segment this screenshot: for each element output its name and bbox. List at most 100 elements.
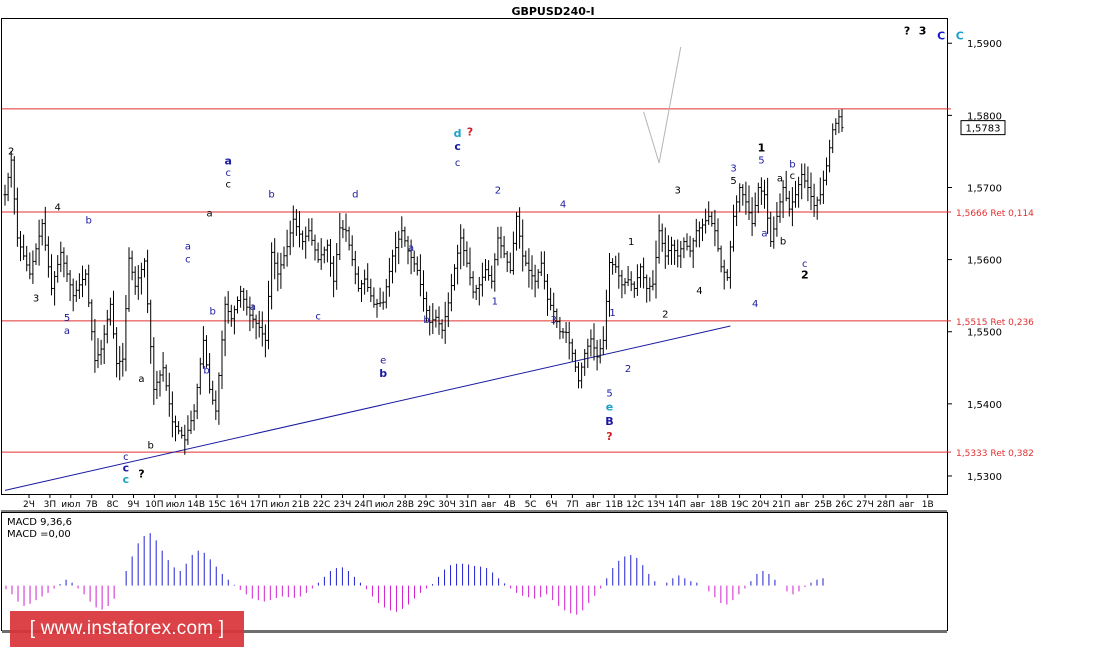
support-trendline xyxy=(4,325,731,491)
x-tick-label: 9Ч xyxy=(128,500,140,510)
wave-label: c xyxy=(123,452,129,463)
wave-label: 3 xyxy=(551,315,557,326)
wave-label: c xyxy=(315,311,321,322)
wave-label: c xyxy=(454,140,461,153)
x-tick-label: 16Ч xyxy=(229,500,247,510)
macd-value: MACD =0,00 xyxy=(7,529,71,540)
y-tick-label: 1,5800 xyxy=(967,111,1002,122)
wave-label: c xyxy=(185,254,191,265)
watermark-logo: [ www.instaforex.com ] xyxy=(10,611,244,647)
x-tick-label: 20Ч xyxy=(752,500,770,510)
x-tick-label: 1В xyxy=(922,500,934,510)
wave-label: c xyxy=(455,158,461,169)
x-tick-label: 4В xyxy=(504,500,516,510)
wave-label: c xyxy=(225,179,231,190)
macd-bottom-band xyxy=(2,630,947,633)
chart-title: GBPUSD240-I xyxy=(511,5,594,18)
wave-label: 4 xyxy=(560,200,566,211)
wave-label: a xyxy=(761,229,767,240)
y-tick-label: 1,5500 xyxy=(967,328,1002,339)
y-tick-label: 1,5300 xyxy=(967,472,1002,483)
x-tick-label: авг xyxy=(481,500,497,510)
y-tick-label: 1,5400 xyxy=(967,400,1002,411)
wave-label: a xyxy=(250,302,256,313)
macd-title: MACD 9,36,6 xyxy=(7,517,72,528)
wave-label: b xyxy=(268,190,274,201)
wave-label: 4 xyxy=(696,286,702,297)
wave-label: 4 xyxy=(752,299,758,310)
main-plot-frame xyxy=(1,18,948,495)
x-tick-label: 3П xyxy=(44,500,57,510)
wave-label: b xyxy=(789,159,795,170)
x-tick-label: 30Ч xyxy=(438,500,456,510)
wave-label: a xyxy=(224,154,231,167)
x-tick-label: 2Ч xyxy=(23,500,35,510)
x-tick-label: авг xyxy=(690,500,706,510)
wave-label: 3 xyxy=(33,293,39,304)
x-tick-label: 15С xyxy=(208,500,226,510)
wave-label: 3 xyxy=(675,185,681,196)
forecast-path xyxy=(643,46,682,164)
wave-label: b xyxy=(148,441,154,452)
wave-label: B xyxy=(605,415,613,428)
wave-label: c xyxy=(225,168,231,179)
wave-label: c xyxy=(123,473,130,486)
wave-label: 5 xyxy=(606,389,612,400)
wave-label: 2 xyxy=(662,309,668,320)
wave-label: a xyxy=(207,208,213,219)
current-price-label: 1,5783 xyxy=(966,124,1001,135)
wave-label: 1 xyxy=(492,296,498,307)
wave-label: ? xyxy=(904,25,910,38)
wave-label: 1 xyxy=(609,308,615,319)
x-tick-label: 22С xyxy=(313,500,331,510)
x-tick-label: авг xyxy=(795,500,811,510)
wave-label: b xyxy=(423,315,429,326)
wave-label: ? xyxy=(606,430,612,443)
x-tick-label: 27Ч xyxy=(856,500,874,510)
x-tick-label: 14В xyxy=(187,500,205,510)
wave-label: a xyxy=(138,374,144,385)
x-tick-label: авг xyxy=(586,500,602,510)
x-tick-label: 24П xyxy=(354,500,372,510)
x-tick-label: 7П xyxy=(566,500,579,510)
level-label: 1,5515 Ret 0,236 xyxy=(956,318,1034,328)
wave-label: 3 xyxy=(730,164,736,175)
wave-label: b xyxy=(203,366,209,377)
wave-label: b xyxy=(210,306,216,317)
wave-label: b xyxy=(379,367,387,380)
x-tick-label: 7В xyxy=(86,500,98,510)
x-tick-label: июл xyxy=(61,500,80,510)
wave-label: c xyxy=(790,171,796,182)
x-tick-label: июл xyxy=(166,500,185,510)
wave-label: a xyxy=(185,242,191,253)
y-tick-label: 1,5700 xyxy=(967,183,1002,194)
wave-label: e xyxy=(380,355,386,366)
wave-label: 3 xyxy=(919,25,927,38)
x-tick-label: 21В xyxy=(292,500,310,510)
level-label: 1,5666 Ret 0,114 xyxy=(956,209,1034,219)
current-price-box xyxy=(960,120,1006,136)
wave-label: a xyxy=(64,326,70,337)
wave-label: 5 xyxy=(758,156,764,167)
x-tick-label: 25В xyxy=(814,500,832,510)
wave-label: a xyxy=(777,174,783,185)
x-tick-label: авг xyxy=(899,500,915,510)
x-tick-label: 13Ч xyxy=(647,500,665,510)
wave-label: 5 xyxy=(64,313,70,324)
x-tick-label: 21П xyxy=(772,500,790,510)
y-tick-label: 1,5600 xyxy=(967,256,1002,267)
x-tick-label: 17П xyxy=(250,500,268,510)
wave-label: a xyxy=(408,243,414,254)
wave-label: 2 xyxy=(8,146,14,157)
x-tick-label: 26С xyxy=(835,500,853,510)
wave-label: d xyxy=(454,127,462,140)
wave-label: c xyxy=(123,462,130,475)
x-tick-label: 11В xyxy=(605,500,623,510)
x-tick-label: 29С xyxy=(417,500,435,510)
wave-label: ? xyxy=(467,126,473,139)
y-tick-label: 1,5900 xyxy=(967,39,1002,50)
wave-label: 4 xyxy=(55,203,61,214)
wave-label: b xyxy=(780,236,786,247)
